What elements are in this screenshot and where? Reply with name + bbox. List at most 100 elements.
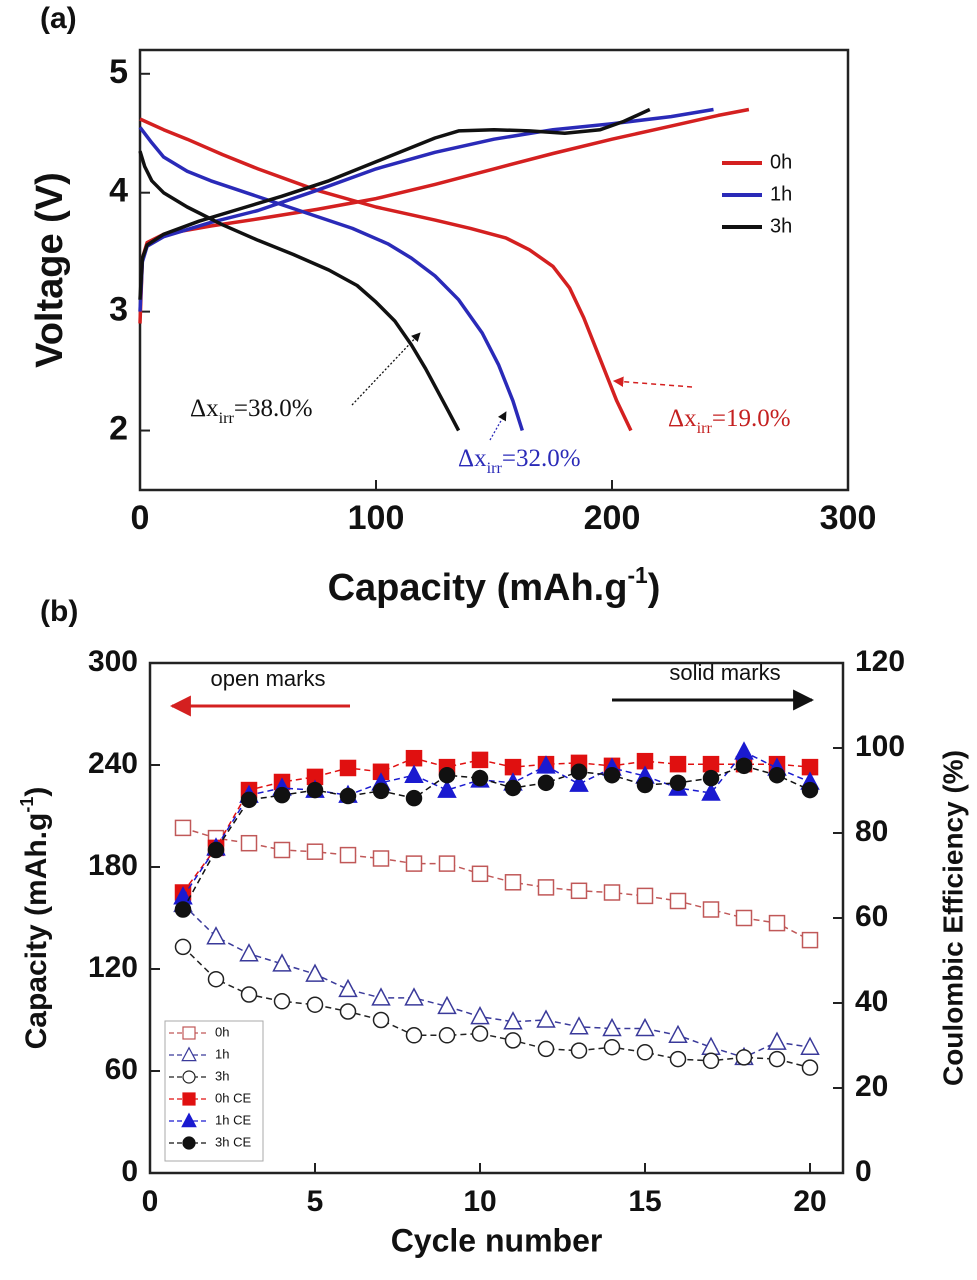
y2-tick-label: 120 (855, 645, 905, 678)
y-axis-label: Voltage (V) (29, 172, 71, 368)
marker (669, 774, 687, 792)
marker (504, 779, 522, 797)
marker (240, 791, 258, 809)
marker (372, 1011, 390, 1029)
series-line (139, 117, 633, 432)
marker (207, 970, 225, 988)
annotation: Δxirr=38.0% (190, 395, 313, 427)
legend-label: 0h CE (215, 1090, 251, 1105)
annotation-sub: irr (219, 409, 235, 427)
marker (636, 776, 654, 794)
legend-marker (182, 1026, 196, 1040)
legend-marker (182, 1092, 196, 1106)
marker (504, 874, 522, 891)
marker (570, 763, 588, 781)
legend-marker (181, 1112, 197, 1128)
y2-tick-label: 80 (855, 815, 888, 848)
annotation: Δxirr=32.0% (458, 445, 581, 477)
marker (470, 1006, 490, 1025)
marker (372, 782, 390, 800)
marker (701, 782, 721, 801)
marker (437, 779, 457, 798)
marker (504, 1032, 522, 1049)
annotation-main: Δx (668, 405, 697, 432)
panel-label: (b) (40, 595, 78, 628)
x-tick-label: 0 (142, 1185, 159, 1218)
marker (174, 901, 192, 918)
marker (768, 914, 786, 932)
x-tick-label: 20 (793, 1185, 826, 1218)
note: solid marks (669, 660, 780, 685)
annotation-main: Δx (458, 445, 487, 472)
marker (570, 1042, 588, 1059)
marker (339, 1003, 357, 1020)
legend-label: 3h (215, 1068, 229, 1083)
y2-tick-label: 100 (855, 730, 905, 763)
marker (438, 855, 456, 872)
note: open marks (211, 666, 326, 691)
series-line (182, 903, 811, 1059)
x-tick-label: 5 (307, 1185, 324, 1218)
marker (471, 751, 489, 769)
series-line (138, 150, 461, 432)
marker (339, 846, 357, 864)
marker (800, 1036, 820, 1055)
marker (536, 1009, 556, 1028)
marker (668, 1024, 688, 1044)
marker (305, 963, 325, 982)
marker (503, 1011, 523, 1030)
marker (405, 1027, 423, 1044)
marker (767, 1031, 787, 1050)
y-tick-label: 4 (109, 172, 128, 210)
marker (206, 926, 226, 945)
legend-label: 1h (215, 1046, 229, 1061)
marker (768, 766, 786, 784)
marker (438, 766, 456, 784)
marker (735, 757, 753, 775)
y-tick-label: 60 (105, 1053, 138, 1086)
marker (603, 1038, 621, 1056)
marker (735, 1049, 753, 1066)
panel-label: (a) (40, 2, 77, 35)
marker (273, 993, 291, 1010)
legend-marker (181, 1046, 197, 1062)
marker (174, 938, 192, 956)
marker (372, 850, 390, 867)
marker (801, 1059, 819, 1076)
marker (735, 909, 753, 927)
marker (801, 931, 819, 949)
y2-tick-label: 60 (855, 900, 888, 933)
marker (404, 764, 424, 783)
marker (306, 843, 324, 860)
marker (437, 995, 457, 1015)
annotation-arrow (612, 376, 693, 388)
y-tick-label: 0 (121, 1155, 138, 1188)
y2-tick-label: 40 (855, 985, 888, 1018)
y-tick-label: 3 (109, 291, 128, 329)
marker (339, 759, 357, 777)
y-axis-label-tail: ) (20, 787, 53, 797)
marker (537, 774, 555, 792)
marker (569, 1016, 589, 1035)
annotation-tail: =38.0% (234, 395, 313, 422)
marker (603, 884, 621, 901)
marker (405, 789, 423, 807)
legend-label: 0h (215, 1024, 229, 1039)
legend-label: 1h CE (215, 1112, 251, 1127)
legend-box (164, 1020, 264, 1162)
marker (702, 755, 720, 773)
marker (537, 1040, 555, 1058)
marker (438, 1027, 456, 1044)
marker (636, 887, 654, 905)
marker (636, 1044, 654, 1061)
marker (669, 755, 687, 773)
y2-axis-label: Coulombic Efficiency (%) (937, 750, 968, 1086)
y-tick-label: 2 (109, 410, 128, 448)
x-axis-label: Cycle number (391, 1222, 603, 1258)
marker (471, 1025, 489, 1042)
marker (702, 901, 720, 918)
y2-tick-label: 20 (855, 1070, 888, 1103)
marker (306, 781, 324, 799)
y-tick-label: 120 (88, 951, 138, 984)
